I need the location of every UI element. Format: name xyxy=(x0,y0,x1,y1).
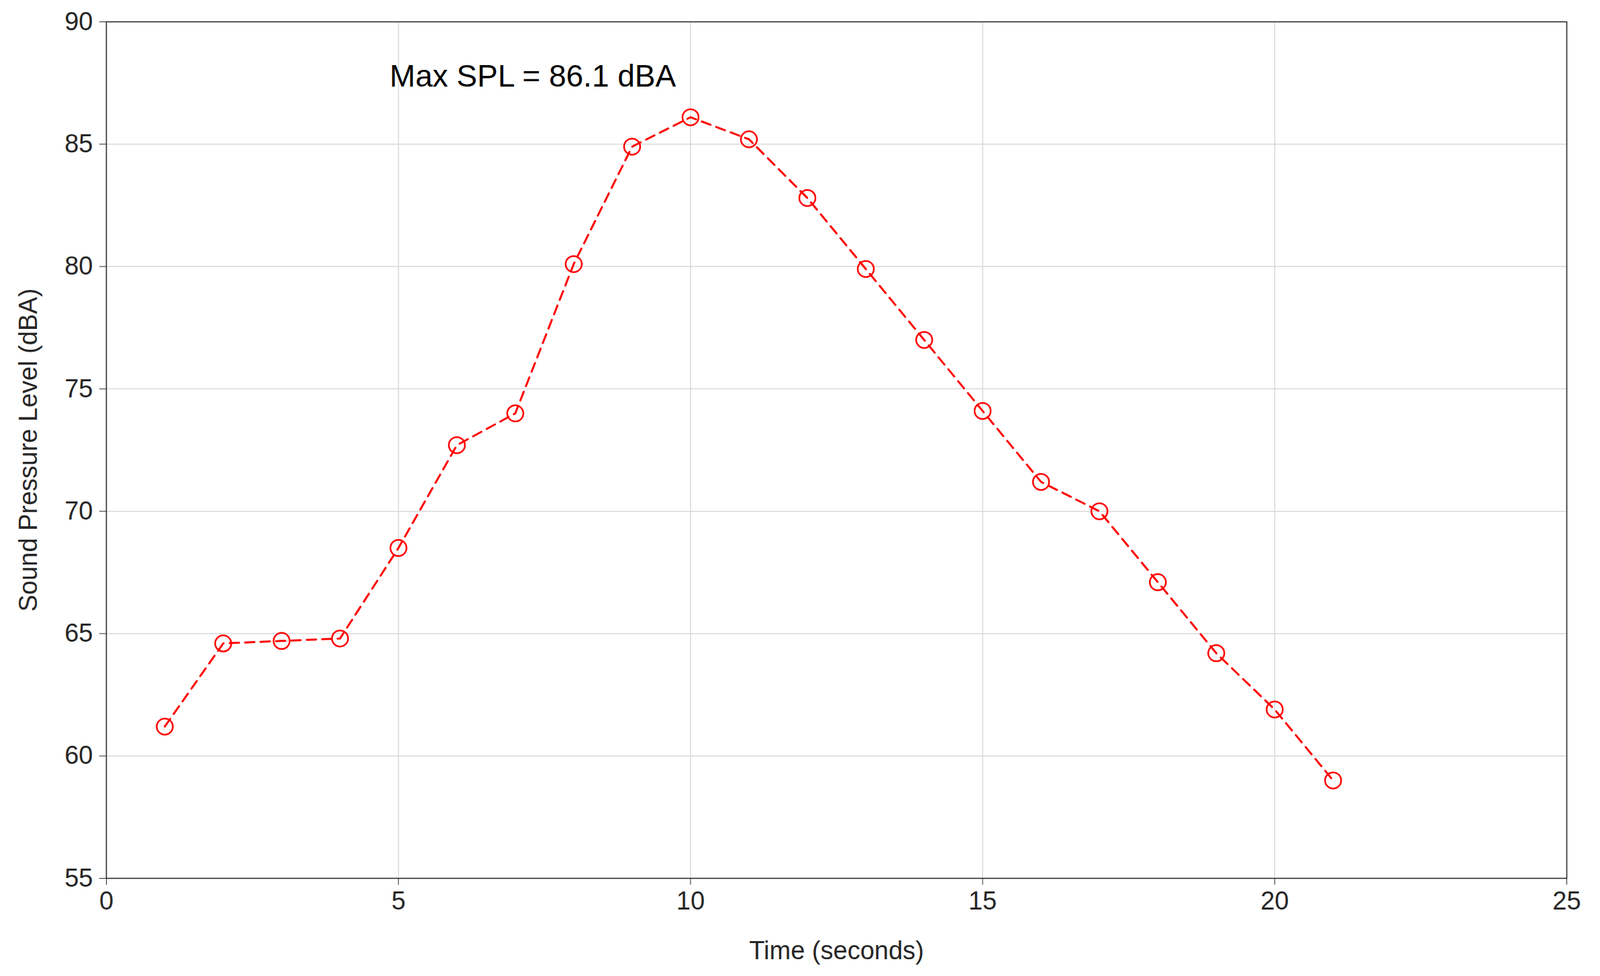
svg-text:20: 20 xyxy=(1260,886,1289,915)
svg-text:0: 0 xyxy=(99,886,114,915)
svg-text:5: 5 xyxy=(391,886,406,915)
svg-text:Time (seconds): Time (seconds) xyxy=(748,936,924,965)
svg-text:25: 25 xyxy=(1552,886,1581,915)
svg-text:85: 85 xyxy=(64,129,93,158)
svg-text:80: 80 xyxy=(64,251,93,280)
svg-text:90: 90 xyxy=(64,7,93,36)
svg-text:10: 10 xyxy=(676,886,705,915)
svg-text:75: 75 xyxy=(64,374,93,403)
svg-text:15: 15 xyxy=(968,886,997,915)
svg-text:70: 70 xyxy=(64,496,93,525)
svg-text:Sound Pressure Level (dBA): Sound Pressure Level (dBA) xyxy=(14,288,43,613)
svg-text:65: 65 xyxy=(64,618,93,647)
svg-text:60: 60 xyxy=(64,740,93,770)
svg-text:55: 55 xyxy=(64,863,93,892)
svg-text:Max SPL = 86.1 dBA: Max SPL = 86.1 dBA xyxy=(389,58,677,94)
